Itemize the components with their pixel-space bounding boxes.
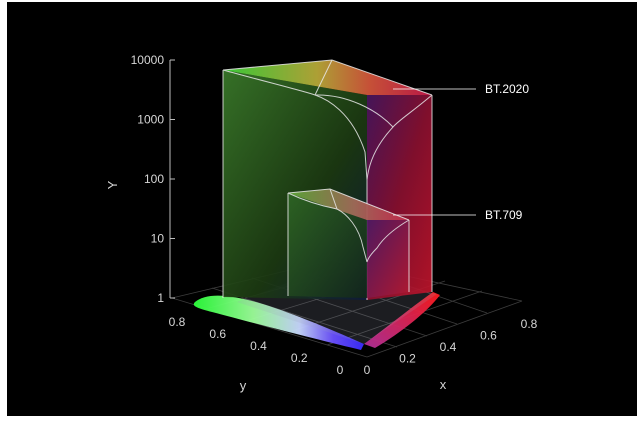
bt709-face-right bbox=[367, 220, 409, 298]
gamut-volume-chart: 1 10 100 1000 10000 0.8 0.6 0.4 0.2 0 0 0.2 0.4 0.6… bbox=[105, 53, 538, 393]
x-tick-label: 0.2 bbox=[399, 352, 416, 366]
bt2020-face-top bbox=[223, 60, 432, 95]
z-tick-label: 100 bbox=[144, 172, 164, 186]
y-tick-label: 0.2 bbox=[291, 351, 308, 365]
y-tick-label: 0.4 bbox=[250, 339, 267, 353]
y-tick-label: 0.8 bbox=[169, 315, 186, 329]
x-tick-label: 0 bbox=[364, 363, 371, 377]
x-tick-label: 0.8 bbox=[521, 317, 538, 331]
z-tick-label: 10000 bbox=[131, 53, 165, 67]
z-axis-label: Y bbox=[105, 180, 120, 189]
y-tick-label: 0.6 bbox=[209, 327, 226, 341]
x-tick-label: 0.4 bbox=[440, 340, 457, 354]
chart-figure: 1 10 100 1000 10000 0.8 0.6 0.4 0.2 0 0 0.2 0.4 0.6… bbox=[7, 2, 637, 416]
bt709-face-left bbox=[288, 193, 367, 298]
z-tick-label: 10 bbox=[151, 232, 165, 246]
x-axis-label: x bbox=[440, 377, 447, 392]
bt709-face-top bbox=[288, 189, 409, 220]
bt709-label: BT.709 bbox=[485, 208, 523, 222]
bt709-gamut-volume bbox=[287, 188, 410, 298]
z-tick-label: 1 bbox=[157, 291, 164, 305]
y-axis-label: y bbox=[240, 378, 247, 393]
y-tick-label: 0 bbox=[337, 363, 344, 377]
bt2020-label: BT.2020 bbox=[485, 82, 529, 96]
x-tick-label: 0.6 bbox=[480, 329, 497, 343]
z-tick-label: 1000 bbox=[137, 113, 164, 127]
